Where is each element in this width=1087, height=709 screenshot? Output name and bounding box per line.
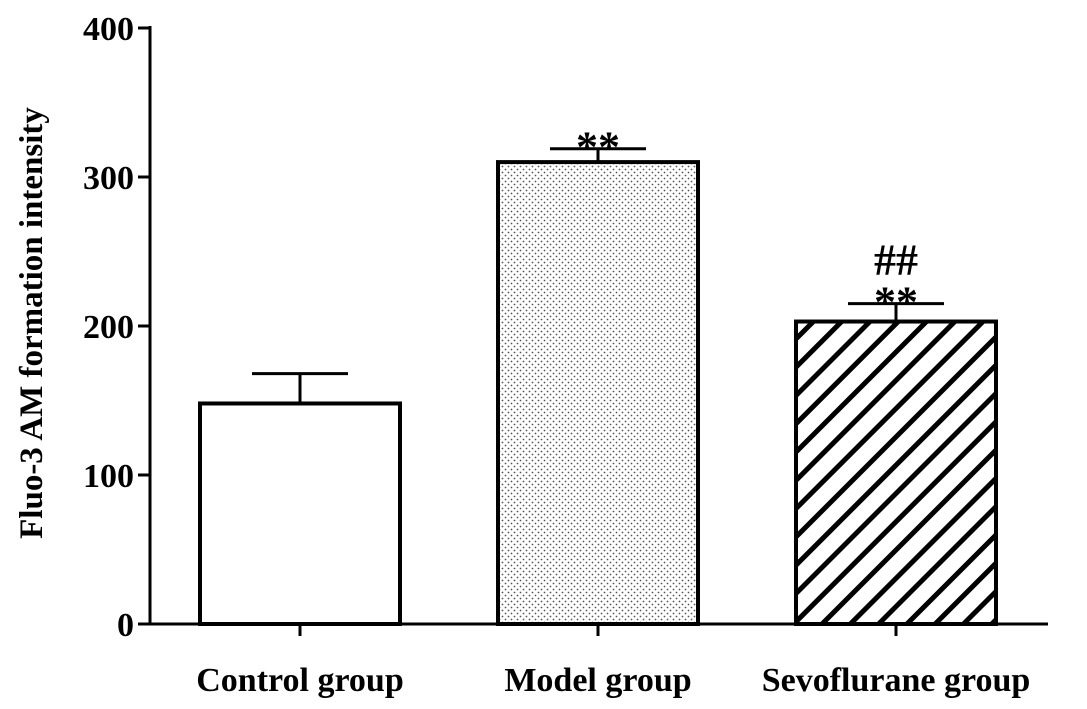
y-tick-label: 100 [83,458,134,495]
bars [198,147,998,627]
significance-marker: ** [874,278,918,327]
x-tick-label: Sevoflurane group [762,662,1031,699]
x-tick-label: Model group [504,662,691,699]
y-tick-label: 300 [83,160,134,197]
bar [496,160,700,626]
y-tick-label: 200 [83,309,134,346]
y-tick-label: 0 [117,607,134,644]
bar [198,401,402,627]
y-axis-title: Fluo-3 AM formation intensity [14,107,50,539]
significance-marker: ** [576,123,620,172]
x-tick-label: Control group [196,662,404,699]
bar [794,319,998,626]
significance-marker: ## [874,236,918,285]
x-axis: Control group Model group Sevoflurane grou… [150,622,1048,699]
y-axis: 0 100 200 300 400 [83,11,152,644]
y-tick-label: 400 [83,11,134,48]
significance-annotations: **##** [576,123,918,327]
